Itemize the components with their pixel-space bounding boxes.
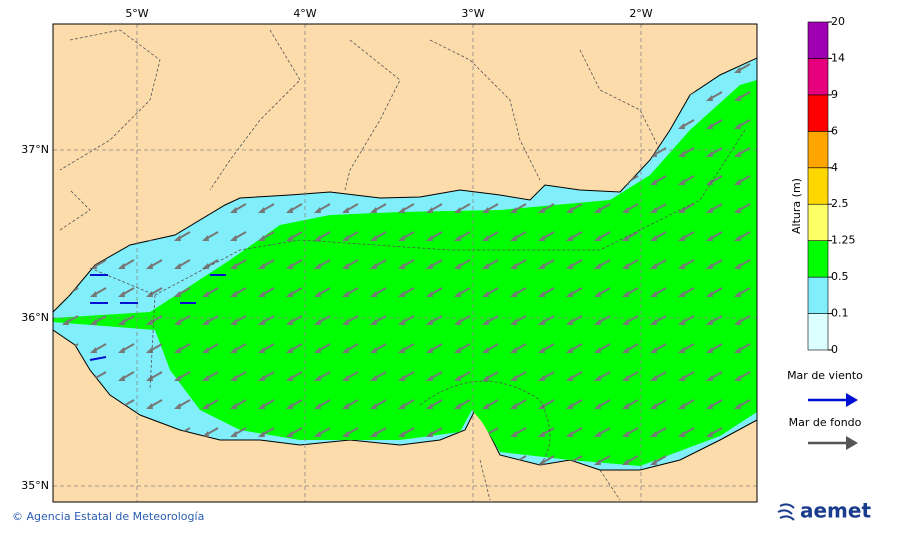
- colorbar-segment: [807, 203, 829, 241]
- grid: [53, 24, 757, 502]
- colorbar-label: 1.25: [831, 234, 856, 247]
- map-frame: [52, 23, 758, 503]
- credit: © Agencia Estatal de Meteorología: [12, 510, 204, 523]
- colorbar-segment: [807, 313, 829, 351]
- lon-label: 2°W: [629, 7, 652, 20]
- lat-label: 36°N: [21, 311, 49, 324]
- logo: aemet: [777, 499, 871, 523]
- lat-label: 35°N: [21, 479, 49, 492]
- colorbar-segment: [807, 131, 829, 169]
- lon-label: 5°W: [125, 7, 148, 20]
- colorbar-label: 0: [831, 343, 838, 356]
- swell-arrows: [53, 58, 757, 470]
- colorbar-segment: [807, 240, 829, 278]
- colorbar-label: 0.1: [831, 307, 849, 320]
- legend-label: Mar de fondo: [789, 416, 862, 429]
- logo-text: aemet: [800, 499, 871, 523]
- legend-swell-arrow: [808, 436, 858, 450]
- colorbar-segment: [807, 21, 829, 59]
- colorbar-title: Altura (m): [790, 178, 803, 234]
- colorbar-label: 14: [831, 51, 845, 64]
- colorbar-label: 0.5: [831, 270, 849, 283]
- province-borders: [59, 29, 661, 501]
- maritime-zones: [89, 129, 746, 466]
- colorbar-segment: [807, 94, 829, 132]
- legend-label: Mar de viento: [787, 369, 863, 382]
- colorbar-label: 2.5: [831, 197, 849, 210]
- lon-label: 4°W: [293, 7, 316, 20]
- colorbar-label: 4: [831, 161, 838, 174]
- legend-wind-arrow: [808, 393, 858, 407]
- colorbar: 0 0.1 0.5 1.25 2.5 4 6 9 14 20: [807, 15, 856, 356]
- lat-label: 37°N: [21, 143, 49, 156]
- colorbar-segment: [807, 276, 829, 314]
- map: [53, 24, 757, 502]
- lon-label: 3°W: [461, 7, 484, 20]
- colorbar-label: 20: [831, 15, 845, 28]
- colorbar-segment: [807, 58, 829, 96]
- colorbar-label: 6: [831, 124, 838, 137]
- colorbar-label: 9: [831, 88, 838, 101]
- wind-arrows: [89, 274, 226, 361]
- colorbar-segment: [807, 167, 829, 205]
